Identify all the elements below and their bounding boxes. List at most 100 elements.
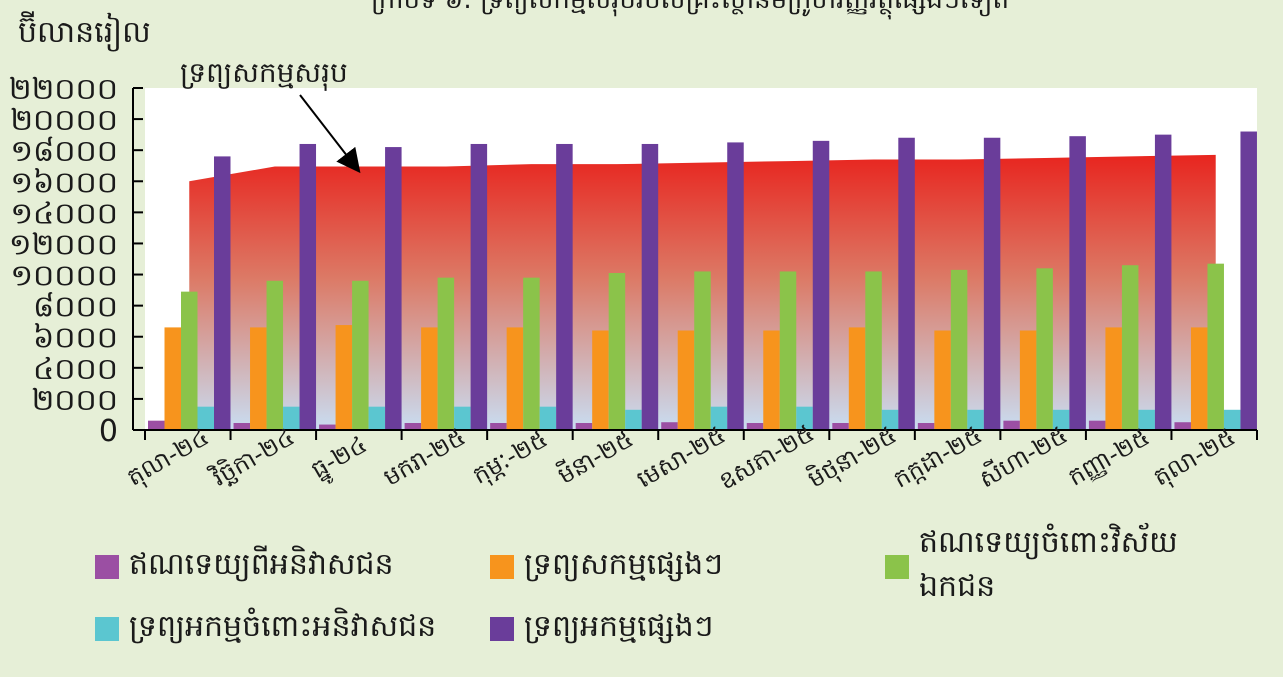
bar-series-3-2	[266, 280, 284, 430]
bar-series-1-13	[1174, 422, 1191, 430]
bar-series-1-4	[404, 423, 422, 430]
bar-series-3-1	[181, 291, 198, 430]
bar-series-2-2	[250, 327, 267, 430]
bar-series-5-10	[983, 137, 1001, 430]
bar-series-1-12	[1088, 420, 1106, 430]
legend-swatch-2	[490, 555, 514, 579]
y-tick-label-7: ១៤០០០	[10, 196, 118, 231]
chart-legend: ឥណទេយ្យពីអនិវាសជន ទ្រព្យសកម្មផ្សេងៗ ឥណទេយ្…	[95, 525, 1275, 651]
legend-item-2: ទ្រព្យសកម្មផ្សេងៗ	[490, 545, 885, 589]
bar-series-4-9	[881, 409, 899, 430]
x-tick-label-6: មីនា-២៥	[552, 424, 637, 490]
y-tick-label-1: ២០០០	[32, 383, 118, 418]
bar-series-1-1	[148, 420, 165, 430]
bar-series-5-12	[1154, 134, 1172, 431]
legend-item-3: ឥណទេយ្យចំពោះវិស័យឯកជន	[885, 525, 1245, 604]
chart-title: ក្រាបទី ៦: ទ្រព្យសកម្មសរុបរបស់គ្រឹះស្ថាន…	[371, 0, 1009, 20]
legend-label-1: ឥណទេយ្យពីអនិវាសជន	[129, 547, 394, 582]
bar-series-1-10	[917, 423, 935, 430]
bar-series-2-1	[164, 327, 181, 430]
bar-series-2-7	[677, 330, 695, 430]
bar-series-2-3	[335, 325, 353, 430]
bar-series-5-4	[470, 143, 488, 431]
bar-series-3-4	[437, 277, 455, 430]
annotation-arrow	[299, 94, 361, 174]
bar-series-4-2	[283, 406, 300, 430]
legend-item-4: ទ្រព្យអកម្មចំពោះអនិវាសជន	[95, 607, 490, 651]
bar-series-5-13	[1240, 131, 1257, 430]
bar-series-5-9	[898, 137, 915, 430]
y-tick-label-3: ៦០០០	[33, 321, 118, 356]
legend-label-5: ទ្រព្យអកម្មផ្សេងៗ	[524, 609, 714, 644]
bar-series-1-2	[233, 423, 251, 430]
legend-label-2: ទ្រព្យសកម្មផ្សេងៗ	[524, 547, 723, 582]
legend-label-4: ទ្រព្យអកម្មចំពោះអនិវាសជន	[129, 609, 437, 644]
bar-series-4-13	[1223, 409, 1241, 430]
y-axis-label: ប៊ីលានរៀល	[18, 11, 151, 52]
bar-series-4-8	[796, 406, 813, 430]
y-tick-label-9: ១៨០០០	[10, 134, 118, 169]
bar-series-5-7	[727, 142, 744, 430]
x-tick-label-7: មេសា-២៥	[632, 421, 730, 494]
x-tick-label-2: វិច្ឆិកា-២៤	[205, 422, 299, 493]
x-tick-label-5: កុម្ភៈ-២៥	[468, 425, 554, 492]
legend-swatch-4	[95, 617, 119, 641]
bar-series-5-1	[214, 156, 231, 430]
bar-series-2-11	[1019, 330, 1037, 430]
total-assets-annotation: ទ្រព្យសកម្មសរុប	[180, 56, 348, 91]
bar-series-2-8	[763, 330, 780, 430]
bar-series-2-6	[592, 330, 609, 430]
bar-series-2-5	[506, 327, 524, 430]
bar-series-1-8	[746, 423, 764, 430]
bar-series-4-3	[368, 406, 386, 430]
bar-series-4-7	[710, 406, 728, 430]
bar-series-3-8	[779, 271, 797, 430]
legend-swatch-1	[95, 555, 119, 579]
bar-series-4-4	[454, 406, 471, 430]
legend-item-1: ឥណទេយ្យពីអនិវាសជន	[95, 545, 490, 589]
bar-series-1-11	[1003, 420, 1020, 430]
bar-series-3-3	[352, 280, 369, 430]
bar-series-3-12	[1121, 265, 1139, 430]
bar-series-2-9	[848, 327, 866, 430]
bar-series-1-6	[575, 423, 593, 430]
legend-swatch-5	[490, 617, 514, 641]
bar-series-5-8	[812, 140, 830, 430]
bar-series-1-7	[661, 422, 678, 430]
bar-series-5-2	[299, 143, 317, 431]
y-tick-label-4: ៨០០០	[33, 290, 118, 325]
bar-series-3-10	[950, 269, 968, 430]
x-tick-label-13: តុលា-២៥	[1148, 423, 1241, 494]
bar-series-3-11	[1036, 268, 1053, 430]
bar-series-5-3	[385, 147, 402, 430]
y-tick-label-0: 0	[99, 414, 118, 449]
bar-series-1-3	[319, 424, 336, 430]
x-tick-label-12: កញ្ញា-២៥	[1063, 423, 1154, 492]
bar-series-4-5	[539, 406, 557, 430]
x-tick-label-9: មិថុនា-២៥	[803, 420, 903, 495]
bar-series-1-5	[490, 423, 507, 430]
bar-series-5-6	[641, 143, 659, 431]
y-tick-label-11: ២២០០០	[9, 72, 118, 107]
y-tick-label-2: ៤០០០	[33, 352, 118, 387]
y-tick-label-5: ១០០០០	[10, 259, 118, 294]
bar-series-2-13	[1190, 327, 1208, 430]
bar-series-4-12	[1138, 409, 1155, 430]
bar-series-3-9	[865, 271, 882, 430]
x-tick-label-4: មករា-២៥	[379, 423, 471, 492]
legend-swatch-3	[885, 555, 909, 579]
bar-series-4-10	[967, 409, 984, 430]
bar-series-1-9	[832, 423, 849, 430]
bar-series-3-13	[1207, 263, 1224, 430]
legend-label-3: ឥណទេយ្យចំពោះវិស័យឯកជន	[919, 525, 1178, 604]
bar-series-5-11	[1069, 136, 1086, 430]
y-tick-label-8: ១៦០០០	[10, 165, 118, 200]
x-tick-label-1: តុលា-២៤	[122, 423, 215, 494]
y-tick-label-6: ១២០០០	[9, 227, 118, 262]
bar-series-2-10	[934, 330, 951, 430]
bar-series-3-5	[523, 277, 540, 430]
legend-item-5: ទ្រព្យអកម្មផ្សេងៗ	[490, 607, 885, 651]
bar-series-5-5	[556, 143, 573, 431]
